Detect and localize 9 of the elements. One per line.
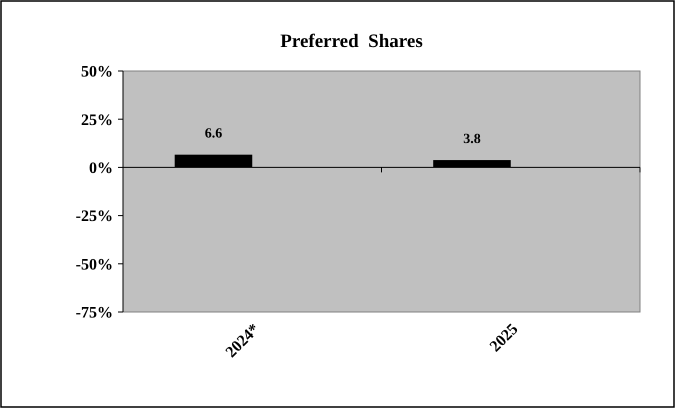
y-tick-label: 50% [81,64,113,81]
y-tick-label: -75% [76,304,113,322]
data-label: 6.6 [204,126,222,142]
y-tick-label: 25% [81,112,113,129]
y-tick-label: -50% [76,256,113,274]
chart-title: Preferred Shares [280,31,423,52]
y-tick-label: -25% [76,208,113,226]
y-tick-label: 0% [89,160,113,177]
data-label: 3.8 [463,132,481,148]
